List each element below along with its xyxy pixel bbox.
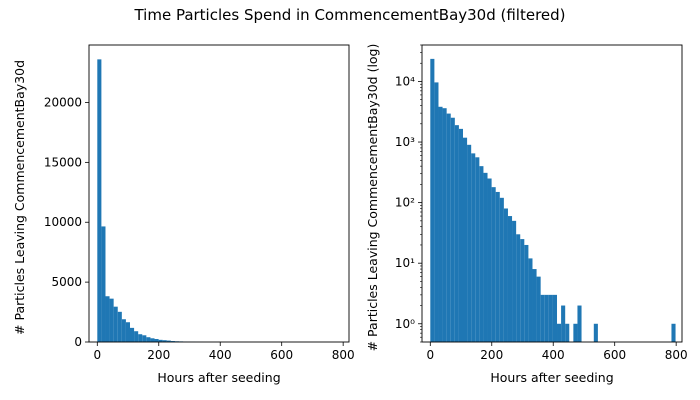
y-axis-label: # Particles Leaving CommencementBay30d (…	[365, 44, 380, 352]
y-tick-label: 10¹	[395, 256, 415, 270]
histogram-bar	[138, 334, 143, 342]
histogram-bar	[142, 335, 147, 342]
x-tick-label: 600	[270, 348, 293, 362]
histogram-bar	[532, 269, 537, 342]
y-tick-label: 20000	[44, 95, 82, 109]
histogram-bar	[101, 226, 106, 342]
axes-frame	[88, 44, 350, 343]
histogram-bar	[552, 294, 558, 342]
x-axis-label: Hours after seeding	[157, 370, 280, 385]
histogram-bar	[557, 323, 562, 342]
histogram-bar	[536, 276, 541, 342]
y-tick-label: 5000	[51, 275, 82, 289]
x-axis-label: Hours after seeding	[490, 370, 613, 385]
histogram-bar	[565, 323, 570, 342]
histogram-bar	[130, 327, 135, 342]
histogram-bar	[524, 244, 529, 342]
x-tick-label: 0	[426, 348, 434, 362]
y-tick-label: 10³	[395, 135, 415, 149]
histogram-bar	[467, 144, 472, 342]
histogram-bar	[520, 239, 525, 342]
histogram-bar	[170, 341, 175, 342]
histogram-bar	[487, 178, 492, 342]
histogram-bar	[507, 216, 513, 342]
histogram-bar	[544, 294, 549, 342]
histogram-bar	[442, 108, 447, 342]
figure-title: Time Particles Spend in CommencementBay3…	[133, 6, 565, 24]
histogram-bar	[540, 294, 545, 342]
histogram-bar	[458, 128, 463, 342]
y-tick-label: 10000	[44, 215, 82, 229]
histogram-bar	[512, 220, 517, 342]
histogram-bar	[454, 125, 459, 342]
log-histogram-panel: 0 200 400 600 800 10⁰ 10¹ 10² 10³ 10⁴ Hours after …	[365, 44, 688, 385]
histogram-bar	[154, 339, 159, 342]
histogram-bar	[434, 82, 439, 342]
linear-histogram-panel: 0 200 400 600 800 0 5000 10000 15000 20000 Hours a…	[12, 44, 355, 385]
histogram-bar	[463, 137, 468, 342]
y-tick-label: 15000	[44, 155, 82, 169]
x-tick-label: 200	[147, 348, 170, 362]
histogram-bar	[97, 59, 102, 343]
histogram-bar	[471, 153, 476, 342]
histogram-bar	[113, 306, 118, 342]
histogram-bar	[105, 296, 110, 342]
histogram-bar	[109, 298, 114, 342]
histogram-bar	[483, 172, 488, 342]
y-tick-label: 0	[74, 335, 82, 349]
histogram-bar	[438, 106, 443, 342]
histogram-bar	[491, 187, 496, 342]
histogram-bar	[134, 331, 139, 342]
y-tick-label: 10⁴	[395, 74, 415, 88]
histogram-bar	[577, 305, 582, 342]
histogram-bar	[499, 197, 504, 342]
histogram-bar	[150, 338, 155, 342]
histogram-bar	[573, 323, 578, 342]
histogram-bar	[158, 339, 163, 342]
x-tick-label: 600	[603, 348, 626, 362]
histogram-bar	[146, 337, 151, 342]
histogram-bar	[117, 311, 122, 342]
histogram-bar	[516, 234, 521, 342]
histogram-bar	[593, 323, 598, 342]
histogram-bar	[162, 340, 167, 342]
histogram-bar	[479, 166, 484, 342]
histogram-bar	[446, 113, 451, 342]
x-tick-label: 400	[209, 348, 232, 362]
histogram-bar	[561, 305, 566, 342]
x-tick-label: 0	[93, 348, 101, 362]
histogram-bar	[166, 340, 171, 342]
histogram-bar	[671, 323, 676, 342]
histogram-bar	[503, 208, 508, 342]
y-tick-label: 10⁰	[395, 317, 415, 331]
x-tick-label: 800	[332, 348, 355, 362]
histogram-bar	[475, 157, 480, 342]
x-tick-label: 800	[665, 348, 688, 362]
x-tick-label: 400	[542, 348, 565, 362]
histogram-bar	[495, 191, 500, 342]
histogram-bar	[450, 117, 455, 342]
histogram-bar	[528, 258, 533, 342]
histogram-bar	[430, 58, 435, 342]
axes-frame	[421, 44, 683, 343]
histogram-bar	[121, 319, 126, 342]
y-axis-label: # Particles Leaving CommencementBay30d	[12, 60, 27, 335]
histogram-bar	[125, 322, 130, 342]
histogram-bar	[548, 294, 553, 342]
y-tick-label: 10²	[395, 196, 415, 210]
x-tick-label: 200	[480, 348, 503, 362]
